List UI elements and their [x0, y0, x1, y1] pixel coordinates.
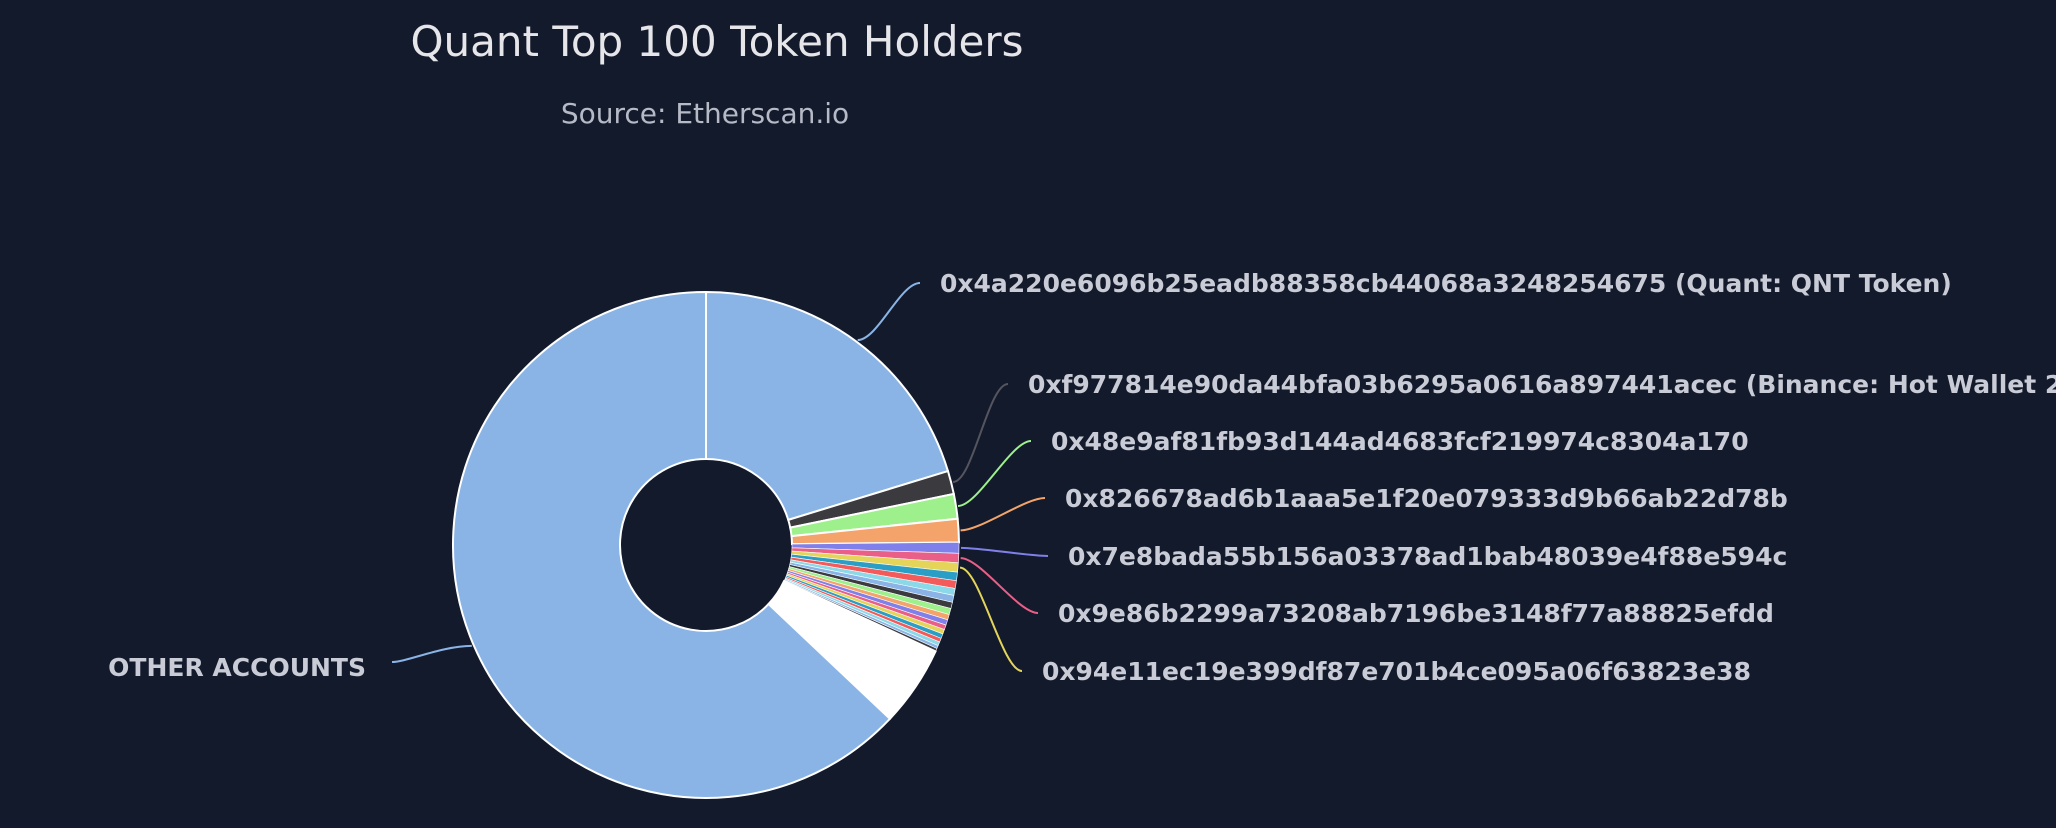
label-other-accounts: OTHER ACCOUNTS [108, 653, 366, 682]
label-connector [959, 566, 1023, 672]
chart-subtitle: Source: Etherscan.io [561, 97, 849, 130]
label-connector [952, 383, 1009, 483]
label-connector [960, 497, 1046, 532]
slice-labels: 0x4a220e6096b25eadb88358cb44068a32482546… [108, 269, 2056, 686]
slice-label-7: 0x94e11ec19e399df87e701b4ce095a06f63823e… [1042, 657, 1751, 686]
label-connector [960, 546, 1049, 557]
slice-label-6: 0x9e86b2299a73208ab7196be3148f77a88825ef… [1058, 599, 1774, 628]
pie-slice-other-accounts[interactable] [452, 290, 892, 799]
label-connector [960, 557, 1039, 614]
slice-label-4: 0x826678ad6b1aaa5e1f20e079333d9b66ab22d7… [1065, 484, 1788, 513]
pie-slices [452, 290, 960, 799]
chart-title: Quant Top 100 Token Holders [410, 17, 1023, 66]
label-connector [857, 282, 921, 342]
slice-label-3: 0x48e9af81fb93d144ad4683fcf219974c8304a1… [1051, 427, 1749, 456]
label-connector [957, 440, 1032, 508]
label-connectors [391, 282, 1049, 672]
slice-label-5: 0x7e8bada55b156a03378ad1bab48039e4f88e59… [1068, 542, 1787, 571]
slice-label-1: 0x4a220e6096b25eadb88358cb44068a32482546… [940, 269, 1952, 298]
slice-label-2: 0xf977814e90da44bfa03b6295a0616a897441ac… [1028, 370, 2056, 399]
label-connector [391, 644, 472, 663]
pie-slice-1[interactable] [705, 290, 950, 522]
